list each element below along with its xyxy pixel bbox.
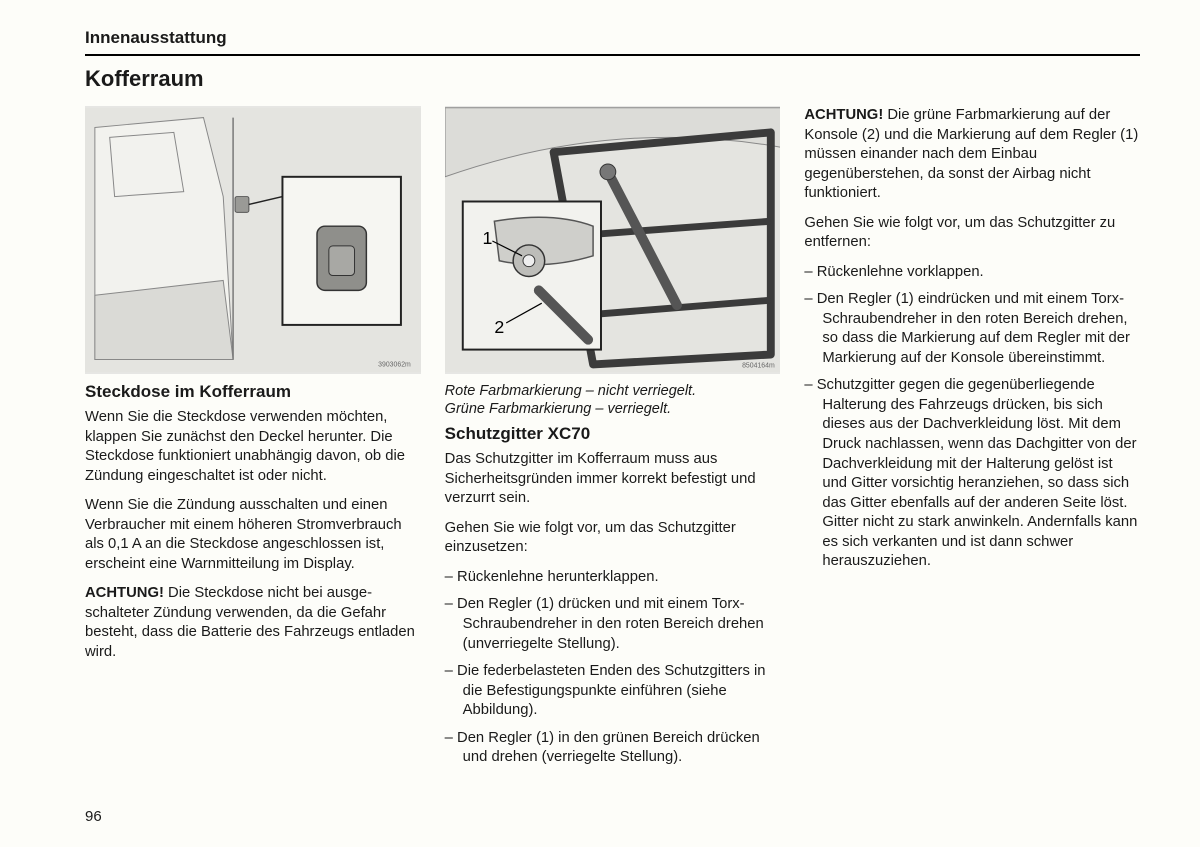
- svg-text:1: 1: [482, 228, 492, 248]
- column-3: ACHTUNG! Die grüne Farbmarkierung auf de…: [804, 106, 1140, 776]
- section-title: Kofferraum: [85, 66, 1140, 92]
- body-text: Wenn Sie die Zündung ausschalten und ein…: [85, 496, 421, 574]
- list-item: Den Regler (1) in den grünen Bereich drü…: [445, 729, 781, 768]
- warning-label: ACHTUNG!: [85, 585, 164, 601]
- body-text: Wenn Sie die Steckdose verwenden möchten…: [85, 408, 421, 486]
- page-number: 96: [85, 808, 102, 825]
- subheading-guard: Schutzgitter XC70: [445, 424, 781, 444]
- figure-socket: 3903062m: [85, 106, 421, 374]
- svg-text:2: 2: [494, 317, 504, 337]
- content-columns: 3903062m Steckdose im Kofferraum Wenn Si…: [85, 106, 1140, 776]
- list-item: Den Regler (1) eindrücken und mit einem …: [804, 290, 1140, 368]
- figure-caption: Rote Farbmarkierung – nicht verriegelt. …: [445, 382, 781, 418]
- body-text: Gehen Sie wie folgt vor, um das Schutzgi…: [804, 214, 1140, 253]
- figure-guard: 1 2 8504164m: [445, 106, 781, 374]
- step-list-remove: Rückenlehne vorklappen. Den Regler (1) e…: [804, 263, 1140, 572]
- list-item: Schutzgitter gegen die gegenüberlie­gend…: [804, 376, 1140, 571]
- column-2: 1 2 8504164m Rote Farbmarkierung – nicht…: [445, 106, 781, 776]
- body-text: Das Schutzgitter im Kofferraum muss aus …: [445, 450, 781, 509]
- figure-code: 3903062m: [378, 361, 411, 368]
- chapter-title: Innenausstattung: [85, 28, 1140, 56]
- svg-text:8504164m: 8504164m: [742, 362, 775, 369]
- list-item: Rückenlehne herunterklappen.: [445, 568, 781, 588]
- warning-paragraph: ACHTUNG! Die Steckdose nicht bei ausge­s…: [85, 584, 421, 662]
- step-list-install: Rückenlehne herunterklappen. Den Regler …: [445, 568, 781, 768]
- list-item: Die federbelasteten Enden des Schutz­git…: [445, 662, 781, 721]
- list-item: Den Regler (1) drücken und mit einem Tor…: [445, 595, 781, 654]
- warning-paragraph: ACHTUNG! Die grüne Farbmarkierung auf de…: [804, 106, 1140, 204]
- body-text: Gehen Sie wie folgt vor, um das Schutzgi…: [445, 519, 781, 558]
- column-1: 3903062m Steckdose im Kofferraum Wenn Si…: [85, 106, 421, 776]
- warning-label: ACHTUNG!: [804, 107, 883, 123]
- subheading-socket: Steckdose im Kofferraum: [85, 382, 421, 402]
- list-item: Rückenlehne vorklappen.: [804, 263, 1140, 283]
